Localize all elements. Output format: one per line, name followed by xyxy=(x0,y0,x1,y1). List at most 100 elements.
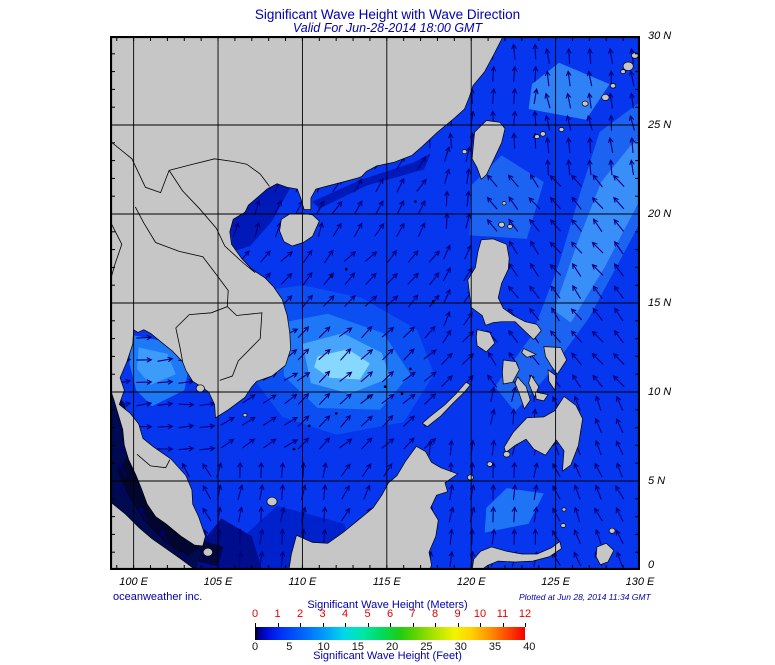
waveheight-band-pacific-inner xyxy=(553,139,640,323)
small-island xyxy=(467,474,474,481)
land-mindoro xyxy=(475,329,496,353)
reef-dot xyxy=(414,200,417,203)
reef-dot xyxy=(409,367,412,371)
meters-tick-label: 5 xyxy=(364,608,371,620)
small-island xyxy=(486,461,493,467)
lon-label: 130 E xyxy=(625,576,655,588)
reef-dot xyxy=(366,396,370,399)
colorbar-tick xyxy=(390,623,391,627)
lat-label: 30 N xyxy=(648,30,672,42)
colorbar-tick xyxy=(367,623,369,627)
landmasses xyxy=(110,36,639,570)
small-island xyxy=(608,527,616,534)
meters-tick-label: 9 xyxy=(454,608,461,620)
country-borders xyxy=(110,140,270,469)
reef-dot xyxy=(334,412,338,415)
small-island xyxy=(609,83,617,89)
wave-height-colorbar xyxy=(255,627,525,640)
land-borneo xyxy=(288,445,459,570)
land-leyte xyxy=(547,369,557,391)
small-island xyxy=(534,134,540,139)
land-halmahera xyxy=(595,542,615,566)
land-panay xyxy=(502,359,520,385)
small-island xyxy=(266,496,278,507)
lon-label: 115 E xyxy=(372,576,401,588)
waveheight-band-china-coast-dark xyxy=(312,153,431,209)
colorbar-tick xyxy=(412,623,414,627)
small-island xyxy=(195,384,205,393)
small-island xyxy=(502,451,511,458)
reef-dot xyxy=(383,385,387,389)
small-island xyxy=(498,221,505,228)
feet-tick-label: 25 xyxy=(420,641,433,653)
land-negros xyxy=(514,376,531,410)
colorbar-tick xyxy=(457,623,459,627)
plotted-timestamp: Plotted at Jun 28, 2014 11:34 GMT xyxy=(519,592,651,602)
map-layers xyxy=(110,36,640,570)
feet-tick-label: 0 xyxy=(251,641,259,653)
oceanweather-credit: oceanweather inc. xyxy=(113,591,203,603)
reef-dot xyxy=(400,392,404,396)
graticule xyxy=(110,36,640,570)
small-island xyxy=(622,61,634,71)
reef-dot xyxy=(292,447,296,451)
colorbar-tick xyxy=(525,623,526,627)
small-island xyxy=(620,69,626,74)
lon-label: 110 E xyxy=(288,576,317,588)
meters-tick-label: 11 xyxy=(496,608,509,620)
reef-dot xyxy=(431,299,435,303)
small-island xyxy=(539,131,546,137)
colorbar-tick xyxy=(300,623,301,627)
small-island xyxy=(507,224,513,229)
legend-meters-title: Significant Wave Height (Meters) xyxy=(307,599,468,611)
meters-tick-label: 1 xyxy=(274,608,281,620)
valid-time-subtitle: Valid For Jun-28-2014 18:00 GMT xyxy=(292,21,483,35)
lat-label: 20 N xyxy=(648,208,672,220)
land-mindanao xyxy=(503,396,583,472)
page-title: Significant Wave Height with Wave Direct… xyxy=(254,7,521,22)
lat-label: 5 N xyxy=(648,475,666,487)
land-taiwan xyxy=(471,120,506,180)
feet-tick-label: 5 xyxy=(286,641,293,653)
land-palawan xyxy=(421,381,471,428)
colorbar-tick xyxy=(502,623,504,627)
small-island xyxy=(560,523,566,528)
waveheight-band-gulf-core xyxy=(137,347,176,385)
map-frame xyxy=(110,36,640,570)
feet-tick-label: 20 xyxy=(386,641,399,653)
feet-tick-label: 40 xyxy=(523,641,536,653)
land-hainan xyxy=(279,212,320,247)
small-island xyxy=(461,149,468,155)
wave-map xyxy=(110,36,640,570)
lon-label: 120 E xyxy=(456,576,486,588)
colorbar-tick xyxy=(277,623,279,627)
meters-tick-label: 0 xyxy=(251,608,259,620)
lat-label: 10 N xyxy=(648,386,672,398)
lat-label: 0 xyxy=(648,558,655,571)
meters-tick-label: 2 xyxy=(296,608,304,620)
reef-dot xyxy=(345,267,348,271)
land-sumatra xyxy=(110,501,196,570)
small-island xyxy=(581,100,589,107)
small-island xyxy=(202,547,213,557)
small-island xyxy=(561,507,567,512)
small-island xyxy=(601,93,610,101)
colorbar-tick xyxy=(435,623,436,627)
lon-label: 105 E xyxy=(203,576,233,588)
feet-tick-label: 35 xyxy=(488,641,502,653)
meters-tick-label: 10 xyxy=(473,608,487,620)
land-bohol xyxy=(535,391,549,402)
colorbar-tick xyxy=(480,623,481,627)
reef-dot xyxy=(329,275,333,278)
small-island xyxy=(242,413,248,418)
lon-label: 125 E xyxy=(541,576,570,588)
meters-tick-label: 8 xyxy=(431,608,439,620)
meters-tick-label: 4 xyxy=(341,608,349,620)
colorbar-tick xyxy=(322,623,324,627)
land-masbate xyxy=(521,348,537,358)
feet-tick-label: 15 xyxy=(351,641,364,653)
lat-label: 15 N xyxy=(648,297,672,309)
feet-tick-label: 30 xyxy=(454,641,467,653)
small-island xyxy=(501,201,507,206)
legend-feet-title: Significant Wave Height (Feet) xyxy=(313,650,462,662)
